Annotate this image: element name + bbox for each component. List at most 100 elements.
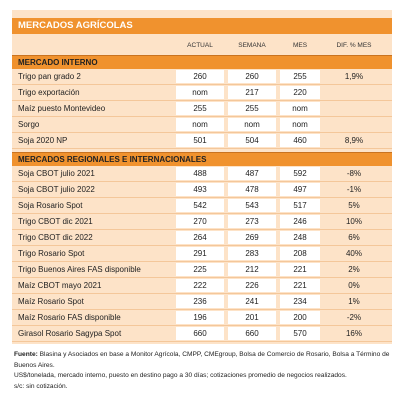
cell: -2% <box>346 313 362 322</box>
column-header: SEMANA <box>238 42 266 49</box>
table-row: Maíz CBOT mayo 2021 222 226 221 0% <box>12 278 392 294</box>
row-label: Girasol Rosario Sagypa Spot <box>18 329 122 338</box>
cell: nom <box>176 86 224 99</box>
cell: 8,9% <box>344 136 364 145</box>
row-label: Soja Rosario Spot <box>18 201 83 210</box>
cell: 234 <box>280 295 320 308</box>
cell: 460 <box>280 134 320 147</box>
table-row: Maíz puesto Montevideo 255 255 nom <box>12 101 392 117</box>
cell: 255 <box>280 70 320 83</box>
table-row: Soja 2020 NP 501 504 460 8,9% <box>12 133 392 149</box>
cell: 291 <box>176 247 224 260</box>
cell: nom <box>176 118 224 131</box>
table-row: Soja Rosario Spot 542 543 517 5% <box>12 198 392 214</box>
cell: nom <box>280 118 320 131</box>
row-label: Maíz Rosario FAS disponible <box>18 313 121 322</box>
cell: 270 <box>176 215 224 228</box>
cell: 40% <box>345 249 362 258</box>
cell: 225 <box>176 263 224 276</box>
row-label: Trigo exportación <box>18 88 80 97</box>
cell: 201 <box>228 311 276 324</box>
cell: 488 <box>176 167 224 180</box>
table-row: Trigo Buenos Aires FAS disponible 225 212 2… <box>12 262 392 278</box>
cell: 542 <box>176 199 224 212</box>
table-row: Soja CBOT julio 2021 488 487 592 -8% <box>12 166 392 182</box>
cell: 504 <box>228 134 276 147</box>
cell: 241 <box>228 295 276 308</box>
cell: 10% <box>345 217 362 226</box>
cell: 660 <box>228 327 276 340</box>
cell: 255 <box>228 102 276 115</box>
table-row: Trigo pan grado 2 260 260 255 1,9% <box>12 69 392 85</box>
row-label: Maíz CBOT mayo 2021 <box>18 281 102 290</box>
cell: 196 <box>176 311 224 324</box>
table-row: Sorgo nom nom nom <box>12 117 392 133</box>
row-label: Trigo Buenos Aires FAS disponible <box>18 265 141 274</box>
row-label: Maíz Rosario Spot <box>18 297 84 306</box>
cell: 226 <box>228 279 276 292</box>
table-row: Maíz Rosario FAS disponible 196 201 200 -2% <box>12 310 392 326</box>
row-label: Maíz puesto Montevideo <box>18 104 106 113</box>
cell <box>324 102 384 115</box>
table-row: Trigo CBOT dic 2022 264 269 248 6% <box>12 230 392 246</box>
column-header: DIF. % MES <box>336 42 372 49</box>
cell: 497 <box>280 183 320 196</box>
row-label: Trigo pan grado 2 <box>18 72 81 81</box>
cell: 200 <box>280 311 320 324</box>
cell: 217 <box>228 86 276 99</box>
cell: 6% <box>348 233 360 242</box>
column-header: MES <box>292 42 308 49</box>
cell: 501 <box>176 134 224 147</box>
table-row: Trigo Rosario Spot 291 283 208 40% <box>12 246 392 262</box>
table-row: Trigo CBOT dic 2021 270 273 246 10% <box>12 214 392 230</box>
row-label: Trigo CBOT dic 2022 <box>18 233 93 242</box>
cell: 660 <box>176 327 224 340</box>
cell: 5% <box>348 201 360 210</box>
cell: 592 <box>280 167 320 180</box>
cell: 493 <box>176 183 224 196</box>
cell: 221 <box>280 279 320 292</box>
cell: 543 <box>228 199 276 212</box>
note: s/c: sin cotización. <box>14 382 68 390</box>
cell: 273 <box>228 215 276 228</box>
cell: 246 <box>280 215 320 228</box>
source-label: Fuente: <box>14 351 38 358</box>
row-label: Trigo Rosario Spot <box>18 249 85 258</box>
table-row: Trigo exportación nom 217 220 <box>12 85 392 101</box>
cell: 255 <box>176 102 224 115</box>
section-title: MERCADOS REGIONALES E INTERNACIONALES <box>12 152 392 166</box>
cell: 487 <box>228 167 276 180</box>
cell: 478 <box>228 183 276 196</box>
source-text: Blasina y Asociados en base a Monitor Ag… <box>14 351 390 369</box>
cell: 283 <box>228 247 276 260</box>
table-row: Maíz Rosario Spot 236 241 234 1% <box>12 294 392 310</box>
row-label: Soja 2020 NP <box>18 136 68 145</box>
cell <box>324 118 384 131</box>
cell: 16% <box>345 329 362 338</box>
cell: 570 <box>280 327 320 340</box>
section-title: MERCADO INTERNO <box>12 55 392 69</box>
cell: nom <box>228 118 276 131</box>
cell: 221 <box>280 263 320 276</box>
cell: 1,9% <box>344 72 364 81</box>
cell: 236 <box>176 295 224 308</box>
cell: 260 <box>228 70 276 83</box>
cell: 517 <box>280 199 320 212</box>
table-row: Girasol Rosario Sagypa Spot 660 660 570 16% <box>12 326 392 342</box>
cell: 208 <box>280 247 320 260</box>
title-bar: MERCADOS AGRÍCOLAS <box>12 18 392 34</box>
note: US$/tonelada, mercado interno, puesto en… <box>14 372 347 379</box>
panel: MERCADOS AGRÍCOLAS ACTUAL SEMANA MES DIF. %… <box>12 10 392 344</box>
source: Fuente: Blasina y Asociados en base a Mo… <box>14 350 390 371</box>
table-row: Soja CBOT julio 2022 493 478 497 -1% <box>12 182 392 198</box>
cell: 260 <box>176 70 224 83</box>
cell: 1% <box>348 297 360 306</box>
cell: 248 <box>280 231 320 244</box>
cell: -1% <box>346 185 362 194</box>
column-header: ACTUAL <box>187 42 213 49</box>
cell: nom <box>280 102 320 115</box>
cell: 2% <box>348 265 360 274</box>
footer: Fuente: Blasina y Asociados en base a Mo… <box>14 350 390 392</box>
cell: -8% <box>346 169 362 178</box>
